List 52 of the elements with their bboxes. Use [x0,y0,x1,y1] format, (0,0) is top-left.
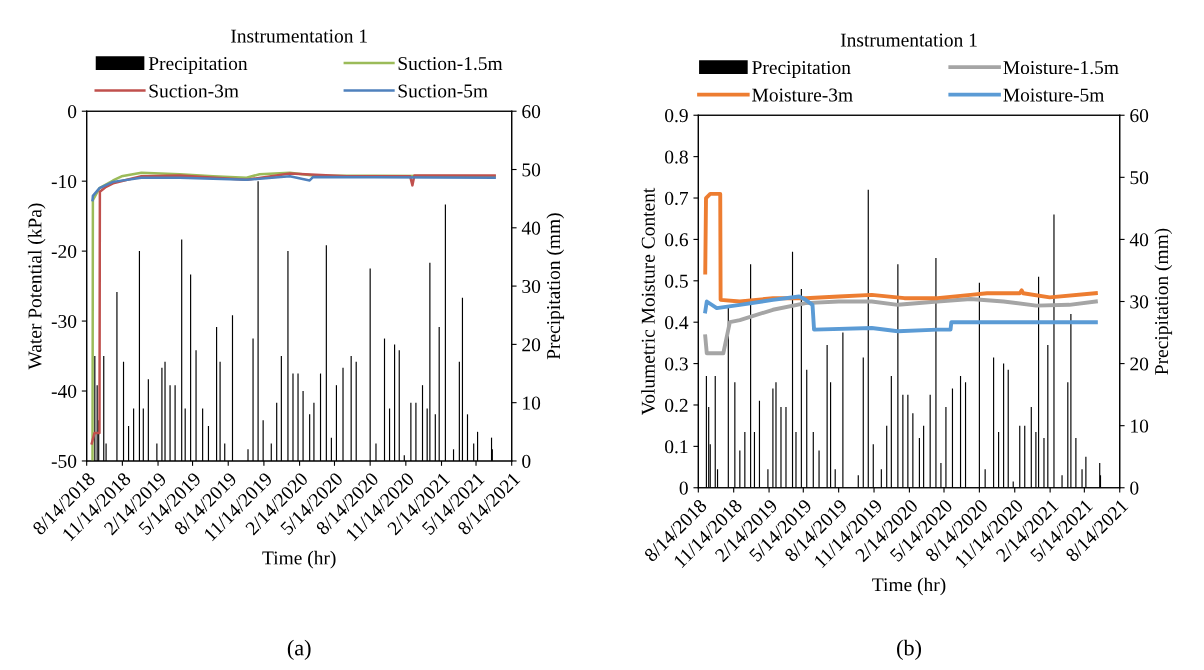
y2-tick-label: 20 [1130,357,1149,371]
legend-label: Precipitation [752,61,851,79]
y2-tick-label: 30 [1130,295,1149,309]
text: (b) [897,639,921,660]
text: (a) [287,639,311,660]
y-tick-label: 0.8 [665,150,688,164]
y-axis-title: Water Potential (kPa) [27,203,46,370]
line-series [703,297,1098,356]
y2-tick-label: 10 [523,396,541,410]
line-series [703,191,1098,304]
legend-title: Instrumentation 1 [840,33,977,47]
x-axis-title: Time (hr) [262,550,336,569]
y-axis-title: Volumetric Moisture Content [641,187,655,416]
y2-tick-label: 20 [522,338,541,352]
y-tick-label: 0.1 [665,440,688,454]
legend-label: Moisture-5m [1003,88,1105,102]
y-tick-label: 0.7 [665,191,689,206]
y-tick-label: 0 [679,481,688,495]
y-tick-label: 0.9 [665,109,688,123]
y2-tick-label: 30 [522,279,541,294]
y2-tick-label: 40 [1129,233,1149,247]
y2-tick-label: 10 [1131,419,1149,433]
y2-tick-label: 60 [522,105,541,119]
y2-tick-label: 60 [1130,109,1149,123]
legend-title: Instrumentation 1 [231,29,367,43]
y-tick-label: -30 [51,314,77,328]
line-series [91,175,496,202]
y-tick-label: -20 [51,244,77,259]
y2-tick-label: 50 [1130,171,1149,185]
legend-label: Suction-5m [398,84,488,98]
legend-label: Moisture-1.5m [1003,61,1119,75]
y-tick-label: 0.2 [665,398,688,412]
y2-tick-label: 50 [522,163,541,177]
y2-axis-title: Precipitation (mm) [546,213,565,360]
y-tick-label: 0 [67,105,77,119]
y-tick-label: -50 [51,454,77,468]
legend-label: Precipitation [148,57,248,75]
y2-axis-title: Precipitation (mm) [1154,228,1173,375]
x-axis-title: Time (hr) [872,577,946,596]
legend-label: Suction-1.5m [398,57,503,71]
y-tick-label: -40 [51,384,77,398]
y2-tick-label: 40 [521,221,541,235]
y-tick-label: 0.5 [665,274,688,288]
legend-label: Moisture-3m [752,88,853,102]
legend-label: Suction-3m [149,84,239,98]
y2-tick-label: 0 [1130,481,1139,495]
line-series [703,294,1098,334]
y-tick-label: -10 [51,174,77,189]
y-tick-label: 0.3 [665,357,688,371]
y2-tick-label: 0 [522,454,531,468]
y-tick-label: 0.4 [665,316,689,330]
y-tick-label: 0.6 [665,233,689,247]
